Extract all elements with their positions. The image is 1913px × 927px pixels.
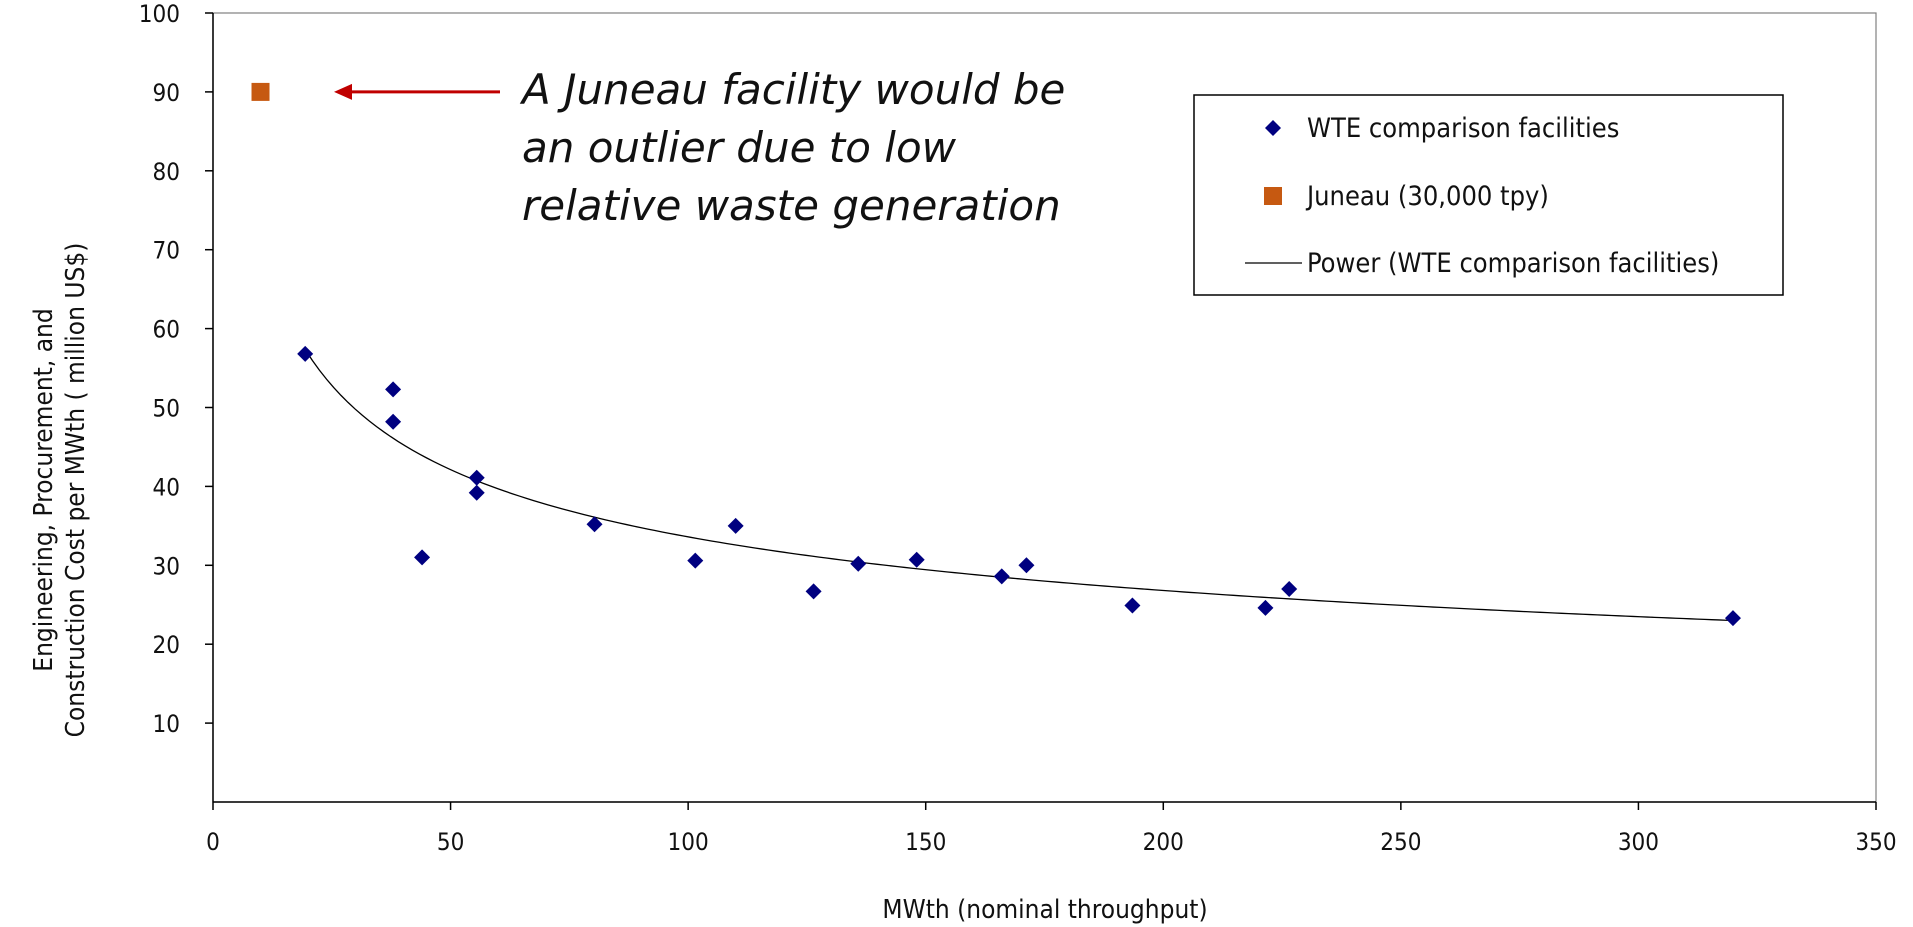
wte-data-point xyxy=(687,552,704,569)
annotation-line-1: A Juneau facility would be xyxy=(519,65,1065,114)
wte-data-point xyxy=(385,381,402,398)
points-layer xyxy=(251,82,1741,627)
trendline-layer xyxy=(304,349,1734,622)
y-tick-label: 100 xyxy=(139,0,180,28)
legend-label-wte: WTE comparison facilities xyxy=(1307,113,1619,144)
power-trendline xyxy=(304,349,1734,622)
y-tick-label: 70 xyxy=(153,237,180,265)
legend-box xyxy=(1193,94,1784,296)
y-axis-title: Engineering, Procurement, and Constructi… xyxy=(29,243,91,738)
x-tick-label: 200 xyxy=(1143,828,1184,856)
annotation: A Juneau facility would be an outlier du… xyxy=(334,65,1065,230)
wte-data-point xyxy=(468,469,485,486)
x-axis-title: MWth (nominal throughput) xyxy=(882,895,1207,925)
y-tick-label: 50 xyxy=(153,395,180,423)
y-axis-title-line-1: Engineering, Procurement, and xyxy=(29,308,59,671)
legend-marker-wte xyxy=(1265,120,1281,136)
y-axis-ticks: 10 20 30 40 50 60 70 80 90 100 xyxy=(139,0,213,738)
wte-data-point xyxy=(993,568,1010,585)
wte-data-point xyxy=(805,583,822,600)
legend-markers xyxy=(1245,120,1302,264)
y-tick-label: 40 xyxy=(153,473,180,501)
wte-data-point xyxy=(908,551,925,568)
y-tick-label: 30 xyxy=(153,552,180,580)
x-tick-label: 250 xyxy=(1380,828,1421,856)
annotation-arrow xyxy=(334,83,500,100)
annotation-line-2: an outlier due to low xyxy=(522,123,957,172)
legend-marker-juneau xyxy=(1264,187,1282,205)
y-tick-label: 90 xyxy=(153,79,180,107)
wte-data-point xyxy=(727,517,744,534)
wte-data-point xyxy=(1018,557,1035,574)
wte-data-point xyxy=(1724,610,1741,627)
wte-data-point xyxy=(385,413,402,430)
y-tick-label: 60 xyxy=(153,316,180,344)
annotation-arrow-head xyxy=(334,83,352,100)
wte-data-point xyxy=(1281,580,1298,597)
wte-data-point xyxy=(1124,597,1141,614)
x-tick-label: 350 xyxy=(1855,828,1896,856)
wte-data-point xyxy=(297,345,314,362)
x-tick-label: 150 xyxy=(905,828,946,856)
wte-data-point xyxy=(414,549,431,566)
juneau-data-point xyxy=(251,82,270,101)
wte-data-point xyxy=(468,484,485,501)
legend-label-juneau: Juneau (30,000 tpy) xyxy=(1305,181,1549,212)
wte-data-point xyxy=(1257,599,1274,616)
y-tick-label: 10 xyxy=(153,710,180,738)
x-tick-label: 0 xyxy=(206,828,220,856)
y-axis-title-line-2: Construction Cost per MWth ( million US$… xyxy=(61,243,91,738)
x-tick-label: 300 xyxy=(1618,828,1659,856)
legend-label-power-trendline: Power (WTE comparison facilities) xyxy=(1307,248,1719,279)
annotation-line-3: relative waste generation xyxy=(522,181,1061,230)
x-axis-ticks: 0 50 100 150 200 250 300 350 xyxy=(206,802,1897,856)
x-tick-label: 50 xyxy=(437,828,464,856)
legend: WTE comparison facilities Juneau (30,000… xyxy=(1193,94,1784,296)
y-tick-label: 20 xyxy=(153,631,180,659)
wte-data-point xyxy=(850,555,867,572)
x-tick-label: 100 xyxy=(668,828,709,856)
y-tick-label: 80 xyxy=(153,158,180,186)
wte-data-point xyxy=(586,516,603,533)
